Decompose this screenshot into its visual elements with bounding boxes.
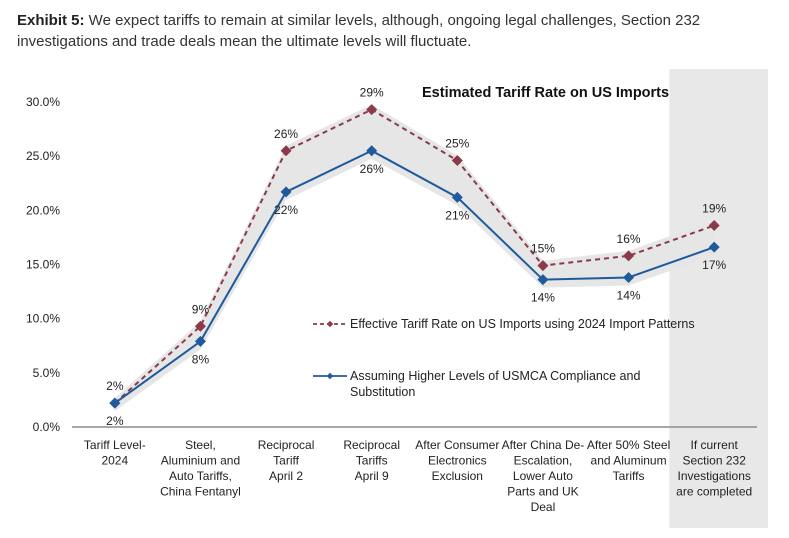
data-label: 14%	[531, 291, 555, 305]
x-category-label: Steel, Aluminium and Auto Tariffs, China Fe…	[160, 438, 241, 499]
y-tick-label: 25.0%	[26, 149, 60, 163]
data-label: 2%	[106, 379, 124, 393]
exhibit-caption: Exhibit 5: We expect tariffs to remain a…	[17, 10, 777, 52]
data-point-marker	[708, 241, 720, 253]
x-category-label: After China De-Escalation, Lower Auto Part…	[502, 438, 585, 514]
x-category-label: Reciprocal Tariffs April 9	[343, 438, 400, 483]
legend-item: Assuming Higher Levels of USMCA Complian…	[313, 369, 640, 399]
y-tick-label: 20.0%	[26, 203, 60, 217]
series-line	[114, 108, 715, 404]
data-label: 26%	[360, 162, 384, 176]
data-label: 16%	[617, 232, 641, 246]
data-label: 8%	[192, 352, 210, 366]
exhibit-label: Exhibit 5:	[17, 12, 85, 29]
data-label: 21%	[445, 208, 469, 222]
data-point-marker	[194, 335, 206, 347]
legend: Effective Tariff Rate on US Imports usin…	[313, 317, 695, 399]
y-tick-label: 0.0%	[33, 420, 61, 434]
data-label: 29%	[360, 86, 384, 100]
legend-label: Effective Tariff Rate on US Imports usin…	[350, 317, 695, 331]
x-category-label: After 50% Steel and Aluminum Tariffs	[587, 438, 670, 483]
data-point-marker	[109, 397, 121, 409]
x-axis-categories: Tariff Level-2024 Steel, Aluminium and Auto…	[84, 438, 752, 514]
y-tick-label: 10.0%	[26, 312, 60, 326]
y-tick-label: 15.0%	[26, 258, 60, 272]
data-label: 9%	[192, 302, 210, 316]
data-point-marker	[623, 250, 635, 262]
chart-title: Estimated Tariff Rate on US Imports	[422, 85, 669, 101]
x-category-label: Tariff Level-2024	[84, 438, 146, 468]
series-group: 2% 9% 26% 29% 25% 15% 16% 19% 2% 8% 22% 26% 21% 14% 14…	[106, 86, 726, 429]
legend-swatch-marker	[326, 372, 334, 380]
data-label: 15%	[531, 242, 555, 256]
data-point-marker	[537, 274, 549, 286]
data-label: 22%	[274, 203, 298, 217]
data-point-marker	[366, 145, 378, 157]
x-category-label: After Consumer Electronics Exclusion	[415, 438, 499, 483]
data-point-marker	[708, 220, 720, 231]
data-label: 2%	[106, 414, 124, 428]
data-label: 17%	[702, 258, 726, 272]
data-point-marker	[194, 320, 206, 332]
legend-item: Effective Tariff Rate on US Imports usin…	[313, 317, 695, 331]
data-point-marker	[537, 260, 549, 272]
data-label: 19%	[702, 202, 726, 216]
data-point-marker	[451, 155, 463, 166]
data-point-marker	[280, 145, 292, 157]
y-tick-label: 5.0%	[33, 366, 61, 380]
data-point-marker	[623, 272, 635, 283]
series-usmca-compliance: 2% 8% 22% 26% 21% 14% 14% 17%	[106, 145, 727, 428]
data-label: 14%	[617, 289, 641, 303]
y-tick-label: 30.0%	[26, 95, 60, 109]
x-category-label: Reciprocal Tariff April 2	[258, 438, 315, 483]
series-line	[114, 149, 715, 404]
data-point-marker	[280, 186, 292, 198]
y-axis: 0.0% 5.0% 10.0% 15.0% 20.0% 25.0% 30.0%	[26, 95, 60, 434]
highlight-region	[669, 69, 768, 528]
data-label: 26%	[274, 127, 298, 141]
legend-label: Assuming Higher Levels of USMCA Complian…	[350, 369, 640, 399]
data-point-marker	[366, 104, 378, 116]
data-point-marker	[451, 191, 463, 203]
x-category-label: If current Section 232 Investigations are c…	[676, 438, 752, 499]
legend-swatch-marker	[326, 320, 334, 328]
data-label: 25%	[445, 137, 469, 151]
exhibit-description: We expect tariffs to remain at similar l…	[17, 12, 701, 50]
